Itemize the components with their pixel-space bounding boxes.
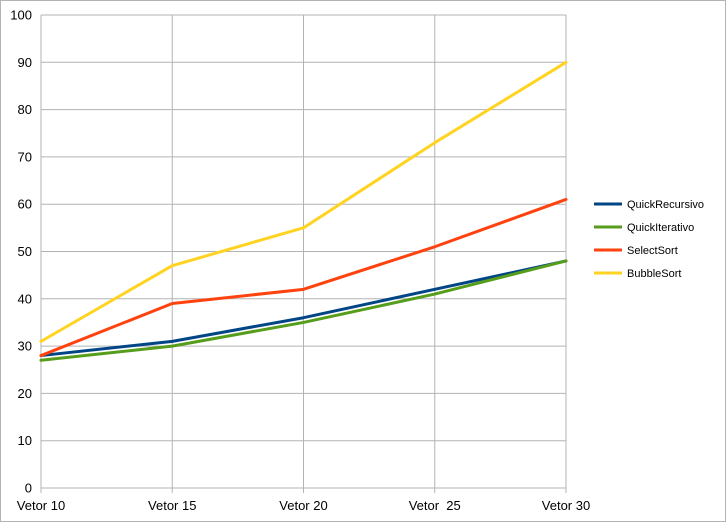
y-tick-label: 40 bbox=[18, 291, 32, 306]
x-tick-label: Vetor 10 bbox=[17, 498, 65, 513]
y-tick-label: 60 bbox=[18, 197, 32, 212]
series-line-quickiterativo bbox=[39, 259, 568, 362]
legend-label-quickiterativo: QuickIterativo bbox=[627, 222, 694, 234]
legend-label-quickrecursivo: QuickRecursivo bbox=[627, 199, 704, 211]
y-tick-label: 100 bbox=[10, 8, 32, 23]
series-line-quickrecursivo bbox=[39, 259, 568, 358]
y-tick-label: 0 bbox=[25, 481, 32, 496]
series-lines bbox=[39, 60, 568, 362]
y-tick-label: 80 bbox=[18, 102, 32, 117]
series-line-bubblesort bbox=[39, 60, 568, 343]
legend-label-selectsort: SelectSort bbox=[627, 245, 678, 257]
x-tick-label: Vetor 20 bbox=[279, 498, 327, 513]
series-line-selectsort bbox=[39, 197, 568, 358]
y-tick-label: 50 bbox=[18, 244, 32, 259]
x-tick-label: Vetor 25 bbox=[409, 498, 461, 513]
y-tick-label: 90 bbox=[18, 55, 32, 70]
y-tick-label: 10 bbox=[18, 433, 32, 448]
y-axis-tick-labels: 0 10 20 30 40 50 60 70 80 90 100 bbox=[10, 8, 32, 496]
gridlines bbox=[40, 14, 567, 493]
legend: QuickRecursivo QuickIterativo SelectSort Bu… bbox=[594, 199, 704, 280]
x-axis-tick-labels: Vetor 10 Vetor 15 Vetor 20 Vetor 25 Vetor 30 bbox=[17, 498, 590, 513]
legend-label-bubblesort: BubbleSort bbox=[627, 268, 681, 280]
y-tick-label: 70 bbox=[18, 149, 32, 164]
y-tick-label: 30 bbox=[18, 339, 32, 354]
x-tick-label: Vetor 30 bbox=[542, 498, 590, 513]
y-tick-label: 20 bbox=[18, 386, 32, 401]
x-tick-label: Vetor 15 bbox=[148, 498, 196, 513]
